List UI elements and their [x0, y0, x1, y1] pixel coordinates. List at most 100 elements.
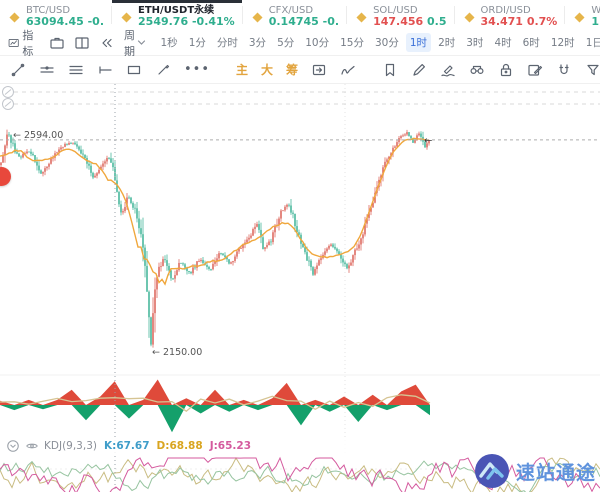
timeframe-分时[interactable]: 分时 [216, 37, 238, 49]
candle-body [428, 140, 430, 144]
candle-body [288, 204, 290, 206]
candle-body [232, 261, 234, 263]
eye-icon[interactable] [25, 439, 39, 453]
draw-text-button-2[interactable]: 筹 [286, 63, 299, 77]
collapse-circle-icon[interactable] [6, 439, 20, 453]
candle-body [304, 247, 306, 253]
candle-body [92, 172, 94, 178]
candle-body [106, 158, 108, 162]
ray-tool[interactable] [97, 62, 113, 78]
macd-signal-line [0, 394, 431, 413]
timeframe-10分[interactable]: 10分 [305, 37, 330, 49]
filter-tool[interactable] [585, 62, 600, 78]
timeframe-30分[interactable]: 30分 [375, 37, 399, 49]
indicator-button[interactable]: 指标 [8, 27, 40, 59]
magnet-tool[interactable] [556, 62, 572, 78]
ticker-symbol: SOL/USD [373, 4, 418, 16]
timeframe-12时[interactable]: 12时 [550, 37, 575, 49]
candle-body [340, 254, 342, 259]
drawing-toolbar: ••• 主大筹 [0, 56, 600, 84]
bookmark-tool[interactable] [382, 62, 398, 78]
draw-text-button-1[interactable]: 大 [261, 63, 274, 77]
candle-body [228, 259, 230, 264]
timeframe-3分[interactable]: 3分 [248, 37, 267, 49]
candle-body [424, 141, 426, 148]
templates-button[interactable] [49, 35, 65, 51]
flip-tool[interactable] [311, 62, 327, 78]
ticker-tab-btcusd[interactable]: BTC/USD 63094.45 -0. [0, 0, 111, 30]
more-tools-button[interactable]: ••• [184, 62, 211, 77]
lock-tool[interactable] [498, 62, 514, 78]
candlestick-chart-canvas[interactable]: ← ← 2594.00 ← 2150.00 [0, 84, 600, 496]
candle-body [266, 245, 268, 248]
measure-tool[interactable] [469, 62, 485, 78]
ticker-price: 1.7165 -3.5 [591, 15, 600, 29]
ticker-tab-solusd[interactable]: SOL/USD 147.456 0.5 [347, 0, 453, 30]
pen-squiggle-tool[interactable] [440, 62, 456, 78]
candle-body [44, 168, 46, 172]
candle-body [176, 270, 178, 276]
candle-body [60, 147, 62, 150]
candle-body [162, 259, 164, 267]
candle-body [334, 246, 336, 249]
candle-body [240, 248, 242, 249]
candle-body [402, 135, 404, 137]
collapse-button[interactable] [99, 35, 115, 51]
layout-button[interactable] [74, 35, 90, 51]
candle-body [168, 265, 170, 271]
timeframe-3时[interactable]: 3时 [466, 37, 484, 49]
draw-text-button-0[interactable]: 主 [236, 63, 249, 77]
candle-body [220, 253, 222, 254]
coin-icon [462, 10, 477, 25]
candle-body [58, 149, 60, 153]
ticker-tab-ordiusd[interactable]: ORDI/USD 34.471 0.7% [455, 0, 565, 30]
horizontal-line-tool[interactable] [39, 62, 55, 78]
timeframe-5分[interactable]: 5分 [277, 37, 295, 49]
ticker-tab-ethusdt[interactable]: ETH/USDT永续 2549.76 -0.41% [112, 0, 242, 30]
candle-body [354, 249, 356, 256]
candle-body [426, 143, 428, 148]
candle-body [76, 144, 78, 147]
timeframe-4时[interactable]: 4时 [494, 37, 512, 49]
candle-body [184, 264, 186, 268]
trend-line-tool[interactable] [10, 62, 26, 78]
candle-body [154, 289, 156, 314]
high-price-label: ← 2594.00 [13, 130, 63, 141]
candle-body [420, 133, 422, 137]
parallel-lines-tool[interactable] [68, 62, 84, 78]
candle-body [264, 247, 266, 249]
ticker-price: 34.471 0.7% [480, 15, 558, 29]
brush-tool[interactable] [155, 62, 171, 78]
candle-body [134, 207, 136, 209]
kdj-d-value: D:68.88 [156, 440, 203, 452]
timeframe-1分[interactable]: 1分 [188, 37, 206, 49]
timeframe-1时[interactable]: 1时 [405, 33, 432, 52]
signature-tool[interactable] [340, 62, 356, 78]
chart-area[interactable]: ← ← 2594.00 ← 2150.00 [0, 84, 600, 496]
timeframe-2时[interactable]: 2时 [438, 37, 456, 49]
candle-body [104, 161, 106, 164]
candle-body [318, 260, 320, 266]
coin-icon [119, 10, 134, 25]
candle-body [370, 207, 372, 212]
ticker-tab-cfxusd[interactable]: CFX/USD 0.14745 -0. [243, 0, 346, 30]
timeframe-1日[interactable]: 1日 [585, 37, 600, 49]
edit-note-tool[interactable] [527, 62, 543, 78]
macd-pane [0, 379, 431, 433]
candle-body [248, 237, 250, 240]
candle-body [416, 135, 418, 140]
timeframe-1秒[interactable]: 1秒 [160, 37, 178, 49]
candle-body [118, 191, 120, 205]
alert-badge[interactable] [0, 167, 11, 186]
ticker-symbol: CFX/USD [268, 4, 314, 16]
candle-body [144, 247, 146, 266]
timeframe-6时[interactable]: 6时 [522, 37, 540, 49]
rectangle-tool-tool[interactable] [126, 62, 142, 78]
timeframe-15分[interactable]: 15分 [340, 37, 364, 49]
ticker-symbol: WIF/USD [591, 5, 600, 17]
candle-body [98, 169, 100, 174]
period-dropdown[interactable]: 周期 [124, 27, 146, 59]
candle-body [150, 317, 152, 345]
pencil-tool[interactable] [411, 62, 427, 78]
